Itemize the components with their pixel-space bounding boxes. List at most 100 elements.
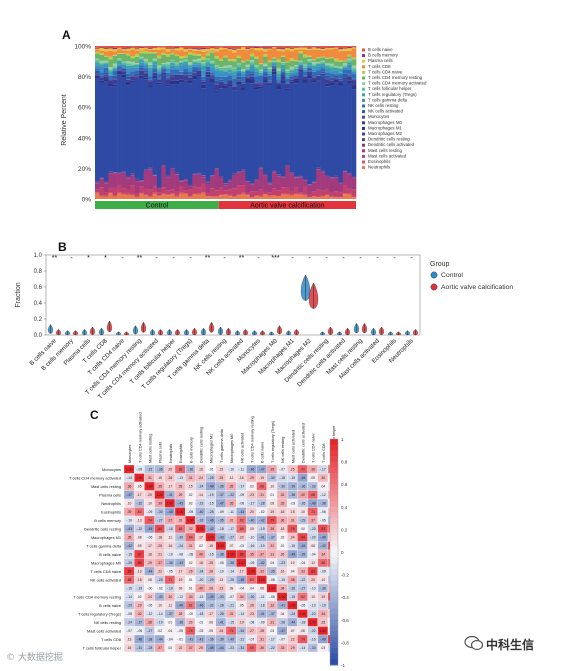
panel-a-bar-segment (289, 194, 295, 196)
panel-a-bar-segment (117, 49, 122, 54)
panel-c-cell-value: -.44 (289, 621, 295, 625)
panel-a-bar-segment (170, 76, 175, 81)
panel-a-bar-segment (240, 170, 246, 172)
panel-c-scale-tick: -0.8 (341, 640, 349, 645)
panel-c-cell-value: -.22 (310, 629, 316, 633)
panel-a-bar-segment (342, 194, 348, 199)
panel-a-bar-segment (99, 187, 105, 196)
panel-c-cell-value: .24 (290, 536, 295, 540)
panel-a-bar-segment (117, 60, 122, 65)
panel-a-bar-segment (302, 54, 308, 58)
panel-a-bar-segment (121, 63, 127, 65)
panel-a-bar-segment (134, 78, 140, 179)
panel-c-col-label: Macrophages M0 (230, 434, 234, 463)
panel-a-bar-segment (117, 185, 122, 193)
panel-a-bar-segment (183, 55, 189, 58)
panel-a-bar-segment (121, 74, 127, 77)
panel-a-bar-segment (183, 180, 189, 191)
panel-a-bar-segment (214, 196, 220, 199)
panel-a-bar-segment (99, 50, 105, 54)
panel-a-bar-segment (161, 63, 167, 66)
panel-c-cell-value: -.12 (320, 493, 326, 497)
panel-a-bar-segment (258, 63, 264, 65)
panel-a-bar-segment (117, 70, 122, 73)
panel-c-col-label: Mast cells activated (291, 430, 295, 463)
panel-c-cell-value: -.27 (300, 587, 306, 591)
panel-c-cell-value: .68 (127, 578, 132, 582)
panel-a-bar-segment (152, 52, 158, 54)
panel-c-cell-value: .39 (157, 502, 162, 506)
panel-a-bar-segment (214, 70, 220, 77)
panel-a-bar-segment (307, 68, 313, 71)
panel-c-cell-value: .15 (157, 476, 162, 480)
panel-c-cell-value: .25 (290, 468, 295, 472)
panel-a-bar-segment (333, 176, 339, 178)
panel-a-bar-segment (223, 183, 229, 184)
panel-a-legend-swatch (362, 115, 365, 119)
panel-a-bar-segment (218, 61, 224, 67)
panel-c-cell-value: .17 (208, 612, 213, 616)
panel-c-cell-value: .03 (270, 629, 275, 633)
panel-a-bar-segment (307, 70, 313, 72)
panel-a-bar-segment (95, 49, 100, 52)
panel-a-bar-segment (121, 61, 127, 63)
panel-a-bar-segment (227, 69, 233, 73)
panel-a-bar-segment (170, 62, 175, 66)
panel-a-bar-segment (161, 52, 167, 55)
panel-a-bar-segment (254, 82, 259, 84)
panel-a-bar-segment (245, 49, 251, 51)
panel-a-bar-segment (187, 189, 193, 197)
panel-a-bar-segment (187, 54, 193, 63)
panel-a-bar-segment (276, 190, 282, 197)
panel-a-bar-segment (298, 66, 304, 68)
panel-a-bar-segment (245, 76, 251, 78)
panel-a-bar-segment (302, 71, 308, 76)
panel-c-col-label: Eosinophils (179, 443, 183, 463)
panel-c-col-label: Macrophages M1 (210, 434, 214, 463)
panel-a-bar-segment (156, 49, 162, 56)
panel-a-bar-segment (311, 60, 317, 62)
panel-a-bar-segment (99, 75, 105, 77)
panel-a-bar-segment (210, 196, 215, 197)
panel-a-bar-segment (161, 63, 167, 64)
panel-a-bar-segment (333, 47, 339, 49)
panel-a-bar-segment (161, 66, 167, 69)
panel-c-cell-value: .02 (157, 629, 162, 633)
panel-a-bar-segment (130, 56, 136, 59)
panel-c-cell-value: .10 (270, 485, 275, 489)
panel-a-bar-segment (267, 82, 273, 84)
panel-a-bar-segment (214, 47, 220, 49)
panel-a-bar-segment (320, 60, 326, 62)
panel-a-bar-segment (294, 46, 299, 47)
panel-a-bar-segment (174, 80, 180, 85)
panel-a-bar-segment (143, 61, 149, 64)
panel-a-bar-segment (161, 76, 167, 165)
panel-a-bar-segment (289, 58, 295, 61)
panel-a-bar-segment (325, 48, 330, 50)
panel-a-bar-segment (95, 189, 100, 193)
panel-a-bar-segment (152, 186, 158, 193)
panel-a-bar-segment (316, 75, 321, 76)
panel-a-bar-segment (214, 196, 220, 197)
panel-a-bar-segment (218, 66, 224, 68)
panel-c-scale-step (330, 563, 338, 570)
panel-a-bar-segment (108, 171, 113, 174)
panel-a-bar-segment (249, 53, 255, 57)
panel-a-bar-segment (170, 49, 175, 53)
panel-a-bar-segment (201, 70, 206, 77)
panel-a-bar-segment (187, 64, 193, 66)
panel-b-violin-plot: Fraction 0.00.20.40.60.81.0 ** - * * - ** - - - *… (15, 253, 513, 400)
panel-c-row-label: T cells CD4 memory resting (73, 594, 121, 599)
panel-c-row-label: Monocytes (102, 467, 121, 472)
panel-c-cell-value: -.22 (300, 578, 306, 582)
panel-a-bar-segment (134, 75, 140, 77)
panel-a-legend-label: Eosinophils (368, 159, 391, 164)
panel-a-bar-segment (302, 75, 308, 77)
panel-c-cell-value: .39 (270, 527, 275, 531)
panel-a-bar-segment (249, 83, 255, 184)
panel-a-bar-segment (329, 79, 335, 81)
panel-c-cell-value: .28 (259, 629, 264, 633)
panel-a-bar-segment (276, 82, 282, 84)
panel-a-legend-label: Dendritic cells activated (368, 142, 415, 147)
panel-a-bar-segment (271, 188, 277, 196)
